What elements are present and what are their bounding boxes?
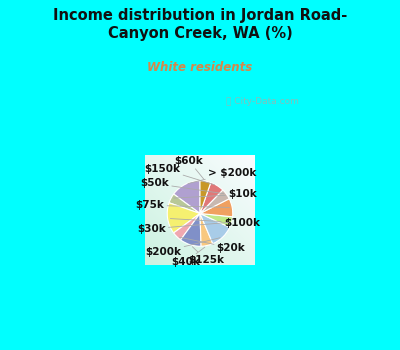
Wedge shape: [200, 181, 211, 214]
Wedge shape: [174, 214, 200, 240]
Text: Income distribution in Jordan Road-
Canyon Creek, WA (%): Income distribution in Jordan Road- Cany…: [53, 8, 347, 41]
Text: $40k: $40k: [171, 247, 205, 267]
Text: ⓘ City-Data.com: ⓘ City-Data.com: [226, 97, 299, 106]
Text: $60k: $60k: [175, 156, 204, 179]
Text: $75k: $75k: [136, 200, 230, 210]
Text: $20k: $20k: [180, 237, 246, 253]
Text: $30k: $30k: [137, 222, 229, 234]
Wedge shape: [200, 214, 232, 227]
Text: $150k: $150k: [144, 164, 214, 185]
Wedge shape: [200, 190, 229, 214]
Wedge shape: [180, 214, 201, 246]
Wedge shape: [169, 194, 200, 214]
Text: $10k: $10k: [174, 189, 257, 200]
Wedge shape: [200, 214, 230, 244]
Wedge shape: [200, 214, 213, 246]
Wedge shape: [200, 183, 223, 214]
Text: White residents: White residents: [147, 61, 253, 74]
Text: $125k: $125k: [188, 247, 224, 265]
Text: $50k: $50k: [140, 178, 224, 194]
Wedge shape: [174, 181, 200, 214]
Text: $200k: $200k: [146, 238, 220, 257]
Text: > $200k: > $200k: [188, 168, 256, 184]
Wedge shape: [200, 199, 233, 217]
Text: $100k: $100k: [170, 218, 260, 228]
Wedge shape: [167, 203, 200, 233]
